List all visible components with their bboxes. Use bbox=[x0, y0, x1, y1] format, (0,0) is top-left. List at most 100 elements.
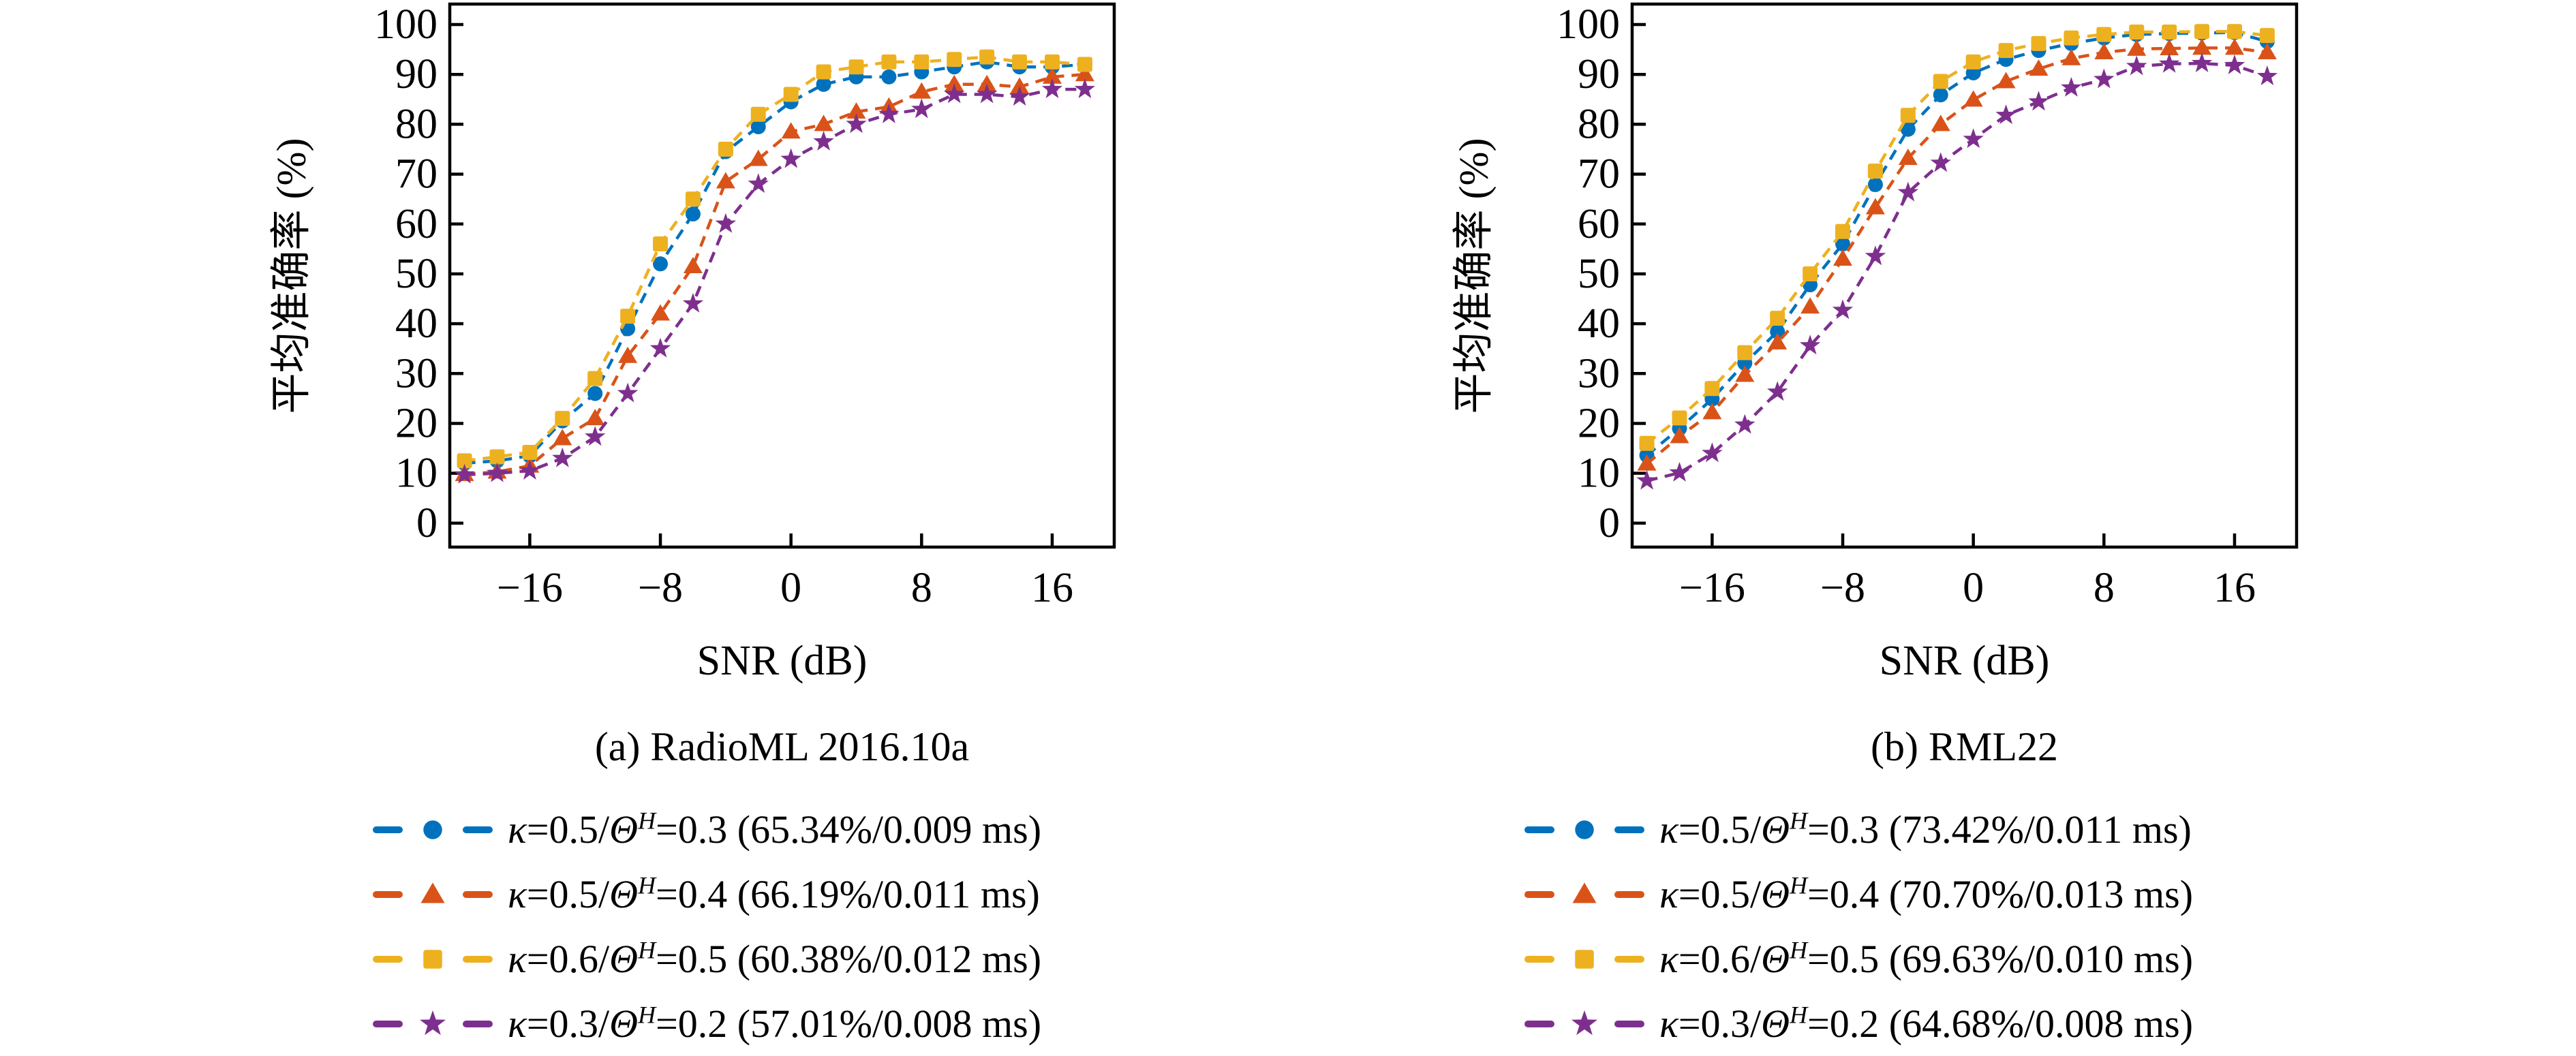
series-marker-k05-th04 bbox=[1735, 365, 1755, 382]
series-line-k05-th03 bbox=[464, 60, 1086, 465]
legend-label: κ=0.6/ΘH=0.5 (60.38%/0.012 ms) bbox=[508, 936, 1041, 981]
series-marker-k03-th02 bbox=[2256, 65, 2278, 86]
legend-theta-symbol: Θ bbox=[1761, 936, 1790, 981]
y-tick-label: 20 bbox=[395, 400, 438, 446]
y-tick-label: 60 bbox=[1578, 201, 1620, 247]
series-marker-k03-th02 bbox=[878, 103, 900, 123]
x-tick-label: 0 bbox=[1963, 565, 1984, 611]
series-marker-k05-th04 bbox=[2224, 38, 2244, 55]
legend-theta-symbol: Θ bbox=[609, 807, 639, 852]
y-tick-label: 30 bbox=[1578, 350, 1620, 397]
series-marker-k03-th02 bbox=[1702, 442, 1723, 463]
series-marker-k06-th05 bbox=[2129, 24, 2145, 40]
legend-theta-symbol: Θ bbox=[1761, 807, 1790, 852]
axis-box bbox=[448, 2, 1116, 549]
legend-kappa-symbol: κ bbox=[508, 936, 527, 981]
legend-kappa-value: =0.6/ bbox=[526, 936, 610, 981]
series-marker-k05-th04 bbox=[1800, 297, 1820, 314]
series-marker-k03-th02 bbox=[585, 426, 606, 446]
x-tick-label: −16 bbox=[497, 565, 563, 611]
legend-kappa-value: =0.6/ bbox=[1678, 936, 1762, 981]
series-marker-k06-th05 bbox=[685, 191, 701, 207]
legend-dash bbox=[1614, 1020, 1644, 1027]
legend-kappa-value: =0.5/ bbox=[1678, 871, 1762, 916]
x-axis-label-a: SNR (dB) bbox=[696, 638, 868, 684]
y-tick-label: 90 bbox=[395, 51, 438, 97]
legend-theta-superscript: H bbox=[638, 936, 656, 964]
legend-theta-superscript: H bbox=[638, 1001, 656, 1029]
legend-theta-superscript: H bbox=[1790, 1001, 1808, 1029]
series-marker-k03-th02 bbox=[2158, 52, 2180, 73]
series-marker-k03-th02 bbox=[976, 83, 998, 104]
series-marker-k03-th02 bbox=[911, 98, 932, 119]
legend-label: κ=0.5/ΘH=0.3 (65.34%/0.009 ms) bbox=[508, 807, 1041, 852]
legend-key-triangle-icon bbox=[373, 882, 493, 903]
series-marker-k06-th05 bbox=[620, 309, 636, 324]
legend-item: κ=0.5/ΘH=0.4 (70.70%/0.013 ms) bbox=[1523, 862, 2193, 927]
series-marker-k06-th05 bbox=[653, 236, 669, 252]
legend-kappa-value: =0.3/ bbox=[526, 1001, 610, 1046]
x-tick-label: 16 bbox=[2213, 565, 2256, 611]
series-marker-k05-th03 bbox=[685, 206, 701, 222]
legend-marker-square bbox=[1575, 949, 1594, 969]
series-marker-k05-th04 bbox=[912, 82, 932, 99]
x-tick-label: −8 bbox=[1820, 565, 1865, 611]
series-marker-k06-th05 bbox=[881, 54, 897, 69]
legend-theta-superscript: H bbox=[638, 807, 656, 835]
series-marker-k03-th02 bbox=[1734, 414, 1755, 434]
y-tick-label: 60 bbox=[395, 201, 438, 247]
series-marker-k03-th02 bbox=[649, 337, 671, 358]
series-marker-k05-th04 bbox=[1833, 249, 1853, 266]
series-marker-k05-th04 bbox=[846, 102, 866, 119]
series-marker-k03-th02 bbox=[1636, 469, 1657, 490]
series-marker-k03-th02 bbox=[1041, 78, 1063, 99]
y-tick-label: 70 bbox=[1578, 151, 1620, 198]
series-marker-k06-th05 bbox=[1998, 43, 2014, 59]
series-marker-k06-th05 bbox=[914, 54, 930, 69]
series-marker-k05-th04 bbox=[814, 114, 833, 131]
series-marker-k06-th05 bbox=[555, 411, 570, 426]
series-marker-k06-th05 bbox=[816, 64, 831, 80]
legend-dash bbox=[463, 890, 493, 898]
legend-dash bbox=[1524, 1020, 1554, 1027]
series-marker-k05-th04 bbox=[1075, 65, 1094, 82]
series-marker-k06-th05 bbox=[457, 453, 472, 469]
legend-theta-value: =0.2 bbox=[1807, 1001, 1880, 1046]
series-marker-k03-th02 bbox=[748, 173, 769, 193]
y-tick-label: 10 bbox=[1578, 450, 1620, 497]
y-tick-label: 90 bbox=[1578, 51, 1620, 97]
series-marker-k05-th03 bbox=[1770, 324, 1785, 339]
series-marker-k06-th05 bbox=[1044, 54, 1060, 69]
legend-item: κ=0.6/ΘH=0.5 (69.63%/0.010 ms) bbox=[1523, 927, 2193, 991]
legend-theta-symbol: Θ bbox=[609, 871, 639, 916]
series-marker-k05-th03 bbox=[1835, 236, 1851, 252]
legend-label: κ=0.5/ΘH=0.4 (66.19%/0.011 ms) bbox=[508, 871, 1040, 916]
series-marker-k05-th04 bbox=[748, 149, 768, 166]
series-marker-k05-th04 bbox=[1702, 403, 1722, 420]
series-marker-k05-th04 bbox=[2257, 42, 2277, 59]
legend-dash bbox=[1614, 890, 1644, 898]
series-marker-k05-th03 bbox=[1900, 121, 1916, 137]
series-marker-k06-th05 bbox=[1965, 54, 1981, 69]
legend-key-circle-icon bbox=[373, 820, 493, 839]
legend-b: κ=0.5/ΘH=0.3 (73.42%/0.011 ms) κ=0.5/ΘH=0… bbox=[1523, 797, 2193, 1056]
x-tick-label: 0 bbox=[780, 565, 801, 611]
series-marker-k06-th05 bbox=[2226, 24, 2242, 40]
series-line-k06-th05 bbox=[464, 55, 1086, 463]
series-marker-k06-th05 bbox=[2064, 30, 2079, 46]
legend-theta-value: =0.2 bbox=[656, 1001, 728, 1046]
series-marker-k05-th04 bbox=[716, 172, 735, 189]
series-marker-k06-th05 bbox=[1737, 345, 1753, 360]
y-tick-label: 40 bbox=[395, 300, 438, 347]
legend-label: κ=0.3/ΘH=0.2 (64.68%/0.008 ms) bbox=[1659, 1001, 2193, 1046]
series-marker-k06-th05 bbox=[2096, 27, 2112, 42]
legend-kappa-symbol: κ bbox=[508, 1001, 527, 1046]
series-marker-k03-th02 bbox=[1669, 462, 1690, 482]
series-marker-k05-th04 bbox=[585, 409, 605, 426]
series-marker-k05-th04 bbox=[1931, 114, 1950, 131]
series-marker-k06-th05 bbox=[947, 52, 962, 67]
legend-item: κ=0.5/ΘH=0.3 (73.42%/0.011 ms) bbox=[1523, 797, 2193, 862]
legend-theta-symbol: Θ bbox=[1761, 1001, 1790, 1046]
series-marker-k06-th05 bbox=[1639, 435, 1655, 451]
